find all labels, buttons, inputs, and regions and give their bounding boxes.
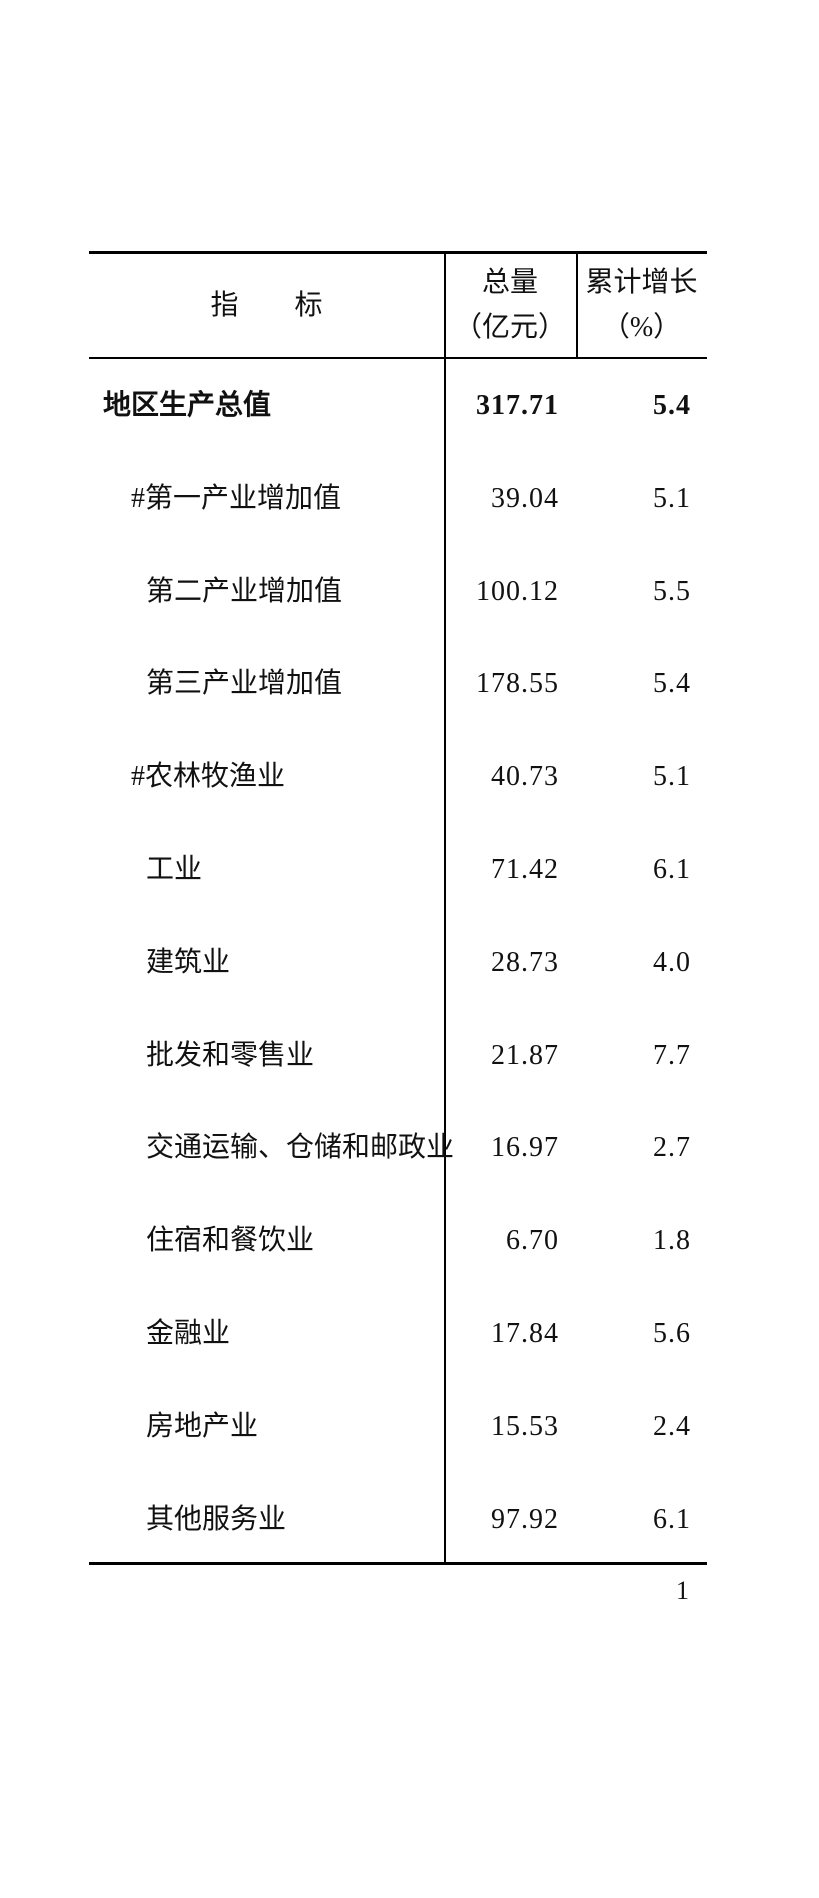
row-total: 100.12 [476,575,559,607]
row-label: 第二产业增加值 [146,575,343,607]
row-total: 15.53 [491,1410,559,1442]
table-row: 第二产业增加值 100.12 5.5 [89,572,707,612]
row-total: 28.73 [491,946,559,978]
row-label: 工业 [146,854,203,885]
row-total: 40.73 [491,761,559,793]
row-growth: 1.8 [653,1225,691,1257]
table-top-rule [89,251,707,254]
row-total: 178.55 [476,668,559,700]
table-row: 房地产业 15.53 2.4 [89,1407,707,1447]
row-label: #第一产业增加值 [131,482,342,514]
row-growth: 6.1 [653,1503,691,1535]
row-label: 其他服务业 [146,1503,287,1535]
row-growth: 5.1 [653,482,691,514]
table-row: 金融业 17.84 5.6 [89,1314,707,1354]
table-row: 地区生产总值 317.71 5.4 [89,386,707,426]
table-bottom-rule [89,1562,707,1565]
header-bottom-rule [89,357,707,359]
column-divider-header [576,253,578,358]
header-total-line2: （亿元） [453,312,566,343]
table-row: #第一产业增加值 39.04 5.1 [89,479,707,519]
table-row: 工业 71.42 6.1 [89,850,707,890]
page-number: 1 [676,1576,689,1605]
row-label: 建筑业 [146,946,231,978]
row-label: 第三产业增加值 [146,668,343,700]
table-row: #农林牧渔业 40.73 5.1 [89,757,707,797]
table-row: 其他服务业 97.92 6.1 [89,1500,707,1540]
row-growth: 2.7 [653,1132,691,1164]
row-growth: 7.7 [653,1039,691,1071]
row-growth: 4.0 [653,946,691,978]
row-growth: 2.4 [653,1410,691,1442]
row-total: 71.42 [491,854,559,885]
row-growth: 5.5 [653,575,691,607]
row-growth: 5.6 [653,1318,691,1349]
row-label: #农林牧渔业 [131,761,286,793]
row-total: 39.04 [491,482,559,514]
row-label: 住宿和餐饮业 [146,1225,315,1257]
row-growth: 5.4 [653,668,691,700]
header-indicator: 指 标 [210,290,323,321]
row-label: 金融业 [146,1318,231,1349]
row-total: 16.97 [491,1132,559,1164]
row-label: 批发和零售业 [146,1039,315,1071]
row-total: 97.92 [491,1503,559,1535]
table-row: 建筑业 28.73 4.0 [89,943,707,983]
column-divider-main [444,253,446,1563]
row-growth: 5.1 [653,761,691,793]
row-label: 房地产业 [146,1410,259,1442]
row-growth: 5.4 [653,390,691,421]
table-row: 交通运输、仓储和邮政业 16.97 2.7 [89,1128,707,1168]
row-total: 21.87 [491,1039,559,1071]
table-row: 批发和零售业 21.87 7.7 [89,1036,707,1076]
row-label: 地区生产总值 [103,390,272,421]
row-total: 317.71 [476,390,559,421]
row-total: 17.84 [491,1318,559,1349]
row-label: 交通运输、仓储和邮政业 [146,1132,455,1164]
header-growth-line1: 累计增长 [585,267,698,298]
table-row: 住宿和餐饮业 6.70 1.8 [89,1221,707,1261]
header-total-line1: 总量 [481,267,538,298]
table-row: 第三产业增加值 178.55 5.4 [89,664,707,704]
row-growth: 6.1 [653,854,691,885]
header-growth-line2: （%） [601,312,682,343]
row-total: 6.70 [506,1225,559,1257]
